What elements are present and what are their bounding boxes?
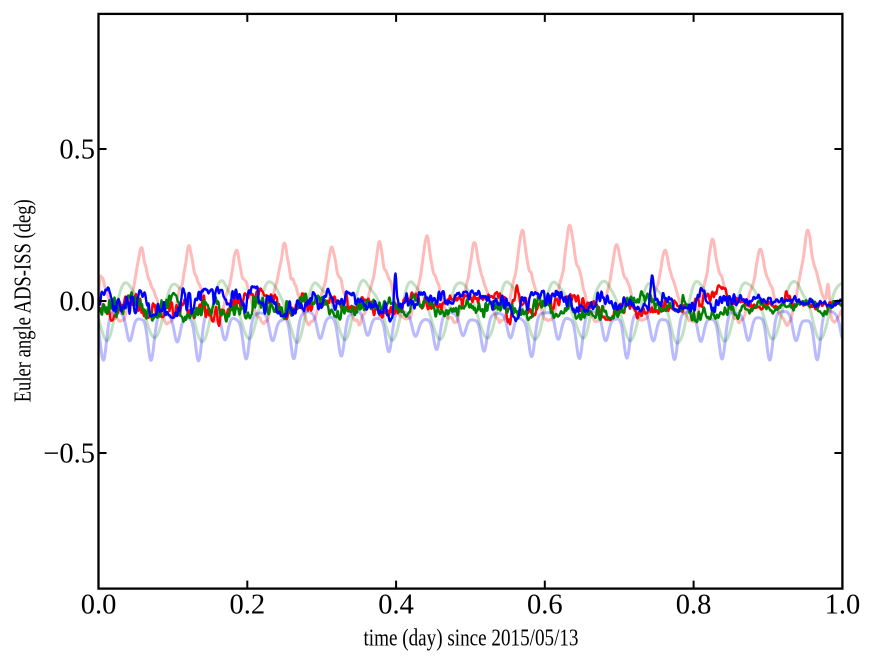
svg-text:0.8: 0.8 [676, 590, 712, 621]
svg-text:0.0: 0.0 [81, 590, 117, 621]
svg-text:0.5: 0.5 [59, 135, 95, 166]
svg-text:0.4: 0.4 [378, 590, 414, 621]
svg-text:0.0: 0.0 [59, 287, 95, 318]
svg-text:0.2: 0.2 [229, 590, 265, 621]
svg-text:Euler angle ADS-ISS (deg): Euler angle ADS-ISS (deg) [11, 199, 37, 402]
svg-text:−0.5: −0.5 [43, 439, 95, 470]
svg-text:0.6: 0.6 [527, 590, 563, 621]
svg-text:1.0: 1.0 [825, 590, 861, 621]
svg-text:time (day) since 2015/05/13: time (day) since 2015/05/13 [364, 626, 579, 652]
